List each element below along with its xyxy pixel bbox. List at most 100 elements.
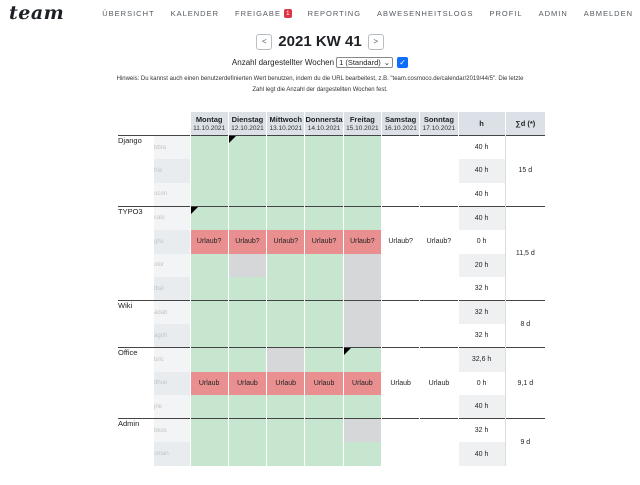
day-cell[interactable] — [227, 442, 267, 466]
user-name[interactable]: cals — [154, 205, 190, 230]
day-cell[interactable] — [304, 324, 344, 348]
day-cell[interactable]: Urlaub? — [342, 229, 382, 254]
day-cell[interactable] — [380, 277, 420, 301]
user-name[interactable]: dhue — [154, 371, 190, 396]
weeks-select[interactable]: 1 (Standard) ⌄ — [336, 57, 394, 68]
day-cell[interactable] — [266, 253, 305, 278]
day-cell[interactable] — [419, 395, 459, 419]
day-cell[interactable] — [342, 205, 382, 230]
day-cell[interactable] — [304, 395, 344, 419]
day-cell[interactable] — [189, 277, 229, 301]
day-cell[interactable] — [266, 347, 305, 372]
day-cell[interactable]: Urlaub? — [189, 229, 229, 254]
day-cell[interactable] — [419, 277, 459, 301]
day-cell[interactable] — [342, 182, 382, 207]
user-name[interactable]: agoh — [154, 324, 190, 348]
day-cell[interactable]: Urlaub? — [419, 229, 459, 254]
day-cell[interactable] — [227, 159, 267, 183]
day-cell[interactable] — [189, 205, 229, 230]
user-name[interactable]: tbal — [154, 277, 190, 301]
day-cell[interactable] — [419, 300, 459, 325]
day-cell[interactable] — [266, 418, 305, 443]
day-cell[interactable]: Urlaub? — [266, 229, 305, 254]
day-cell[interactable] — [227, 300, 267, 325]
day-cell[interactable] — [380, 324, 420, 348]
day-cell[interactable] — [189, 159, 229, 183]
day-cell[interactable] — [227, 253, 267, 278]
day-cell[interactable] — [419, 205, 459, 230]
day-cell[interactable] — [304, 182, 344, 207]
user-name[interactable]: olor — [154, 253, 190, 278]
day-cell[interactable] — [304, 277, 344, 301]
day-cell[interactable] — [342, 300, 382, 325]
day-cell[interactable] — [419, 135, 459, 160]
day-cell[interactable] — [342, 159, 382, 183]
day-cell[interactable] — [419, 418, 459, 443]
day-cell[interactable] — [419, 182, 459, 207]
nav-item-reporting[interactable]: REPORTING — [308, 9, 361, 18]
day-cell[interactable] — [304, 300, 344, 325]
day-cell[interactable] — [266, 277, 305, 301]
day-cell[interactable] — [380, 159, 420, 183]
day-cell[interactable] — [419, 159, 459, 183]
day-cell[interactable] — [227, 324, 267, 348]
day-cell[interactable]: Urlaub — [304, 371, 344, 396]
user-name[interactable]: sman — [154, 442, 190, 466]
day-cell[interactable] — [227, 418, 267, 443]
day-cell[interactable] — [227, 347, 267, 372]
nav-item-abmelden[interactable]: ABMELDEN — [584, 9, 633, 18]
day-cell[interactable] — [342, 253, 382, 278]
nav-item-profil[interactable]: PROFIL — [489, 9, 522, 18]
day-cell[interactable] — [304, 135, 344, 160]
day-cell[interactable] — [419, 253, 459, 278]
day-cell[interactable] — [189, 347, 229, 372]
user-name[interactable]: bbra — [154, 135, 190, 160]
day-cell[interactable] — [342, 135, 382, 160]
day-cell[interactable] — [304, 442, 344, 466]
day-cell[interactable] — [380, 395, 420, 419]
day-cell[interactable] — [380, 442, 420, 466]
day-cell[interactable]: Urlaub — [380, 371, 420, 396]
day-cell[interactable] — [419, 324, 459, 348]
day-cell[interactable] — [380, 418, 420, 443]
day-cell[interactable] — [227, 395, 267, 419]
day-cell[interactable] — [380, 182, 420, 207]
day-cell[interactable] — [227, 182, 267, 207]
day-cell[interactable] — [227, 277, 267, 301]
next-week-button[interactable]: > — [367, 33, 384, 50]
day-cell[interactable] — [266, 442, 305, 466]
day-cell[interactable] — [266, 395, 305, 419]
day-cell[interactable] — [189, 253, 229, 278]
nav-item-admin[interactable]: ADMIN — [539, 9, 568, 18]
day-cell[interactable] — [380, 300, 420, 325]
day-cell[interactable] — [266, 135, 305, 160]
day-cell[interactable] — [342, 395, 382, 419]
user-name[interactable]: ghs — [154, 229, 190, 254]
user-name[interactable]: adab — [154, 300, 190, 325]
day-cell[interactable] — [189, 135, 229, 160]
app-logo[interactable]: team — [9, 2, 65, 24]
day-cell[interactable]: Urlaub — [189, 371, 229, 396]
nav-item-abwesenheitslogs[interactable]: ABWESENHEITSLOGS — [377, 9, 473, 18]
day-cell[interactable] — [189, 395, 229, 419]
day-cell[interactable] — [227, 205, 267, 230]
day-cell[interactable]: Urlaub — [266, 371, 305, 396]
day-cell[interactable] — [266, 324, 305, 348]
nav-item-freigabe[interactable]: FREIGABE 1 — [235, 9, 292, 18]
day-cell[interactable] — [342, 442, 382, 466]
day-cell[interactable] — [342, 324, 382, 348]
user-name[interactable]: ocon — [154, 182, 190, 207]
day-cell[interactable] — [419, 442, 459, 466]
day-cell[interactable] — [189, 418, 229, 443]
day-cell[interactable]: Urlaub? — [380, 229, 420, 254]
day-cell[interactable]: Urlaub? — [227, 229, 267, 254]
nav-item-übersicht[interactable]: ÜBERSICHT — [102, 9, 154, 18]
day-cell[interactable] — [266, 159, 305, 183]
day-cell[interactable] — [227, 135, 267, 160]
day-cell[interactable] — [304, 159, 344, 183]
day-cell[interactable] — [304, 347, 344, 372]
previous-week-button[interactable]: < — [256, 33, 273, 50]
day-cell[interactable] — [304, 253, 344, 278]
user-name[interactable]: jrie — [154, 395, 190, 419]
day-cell[interactable] — [266, 205, 305, 230]
